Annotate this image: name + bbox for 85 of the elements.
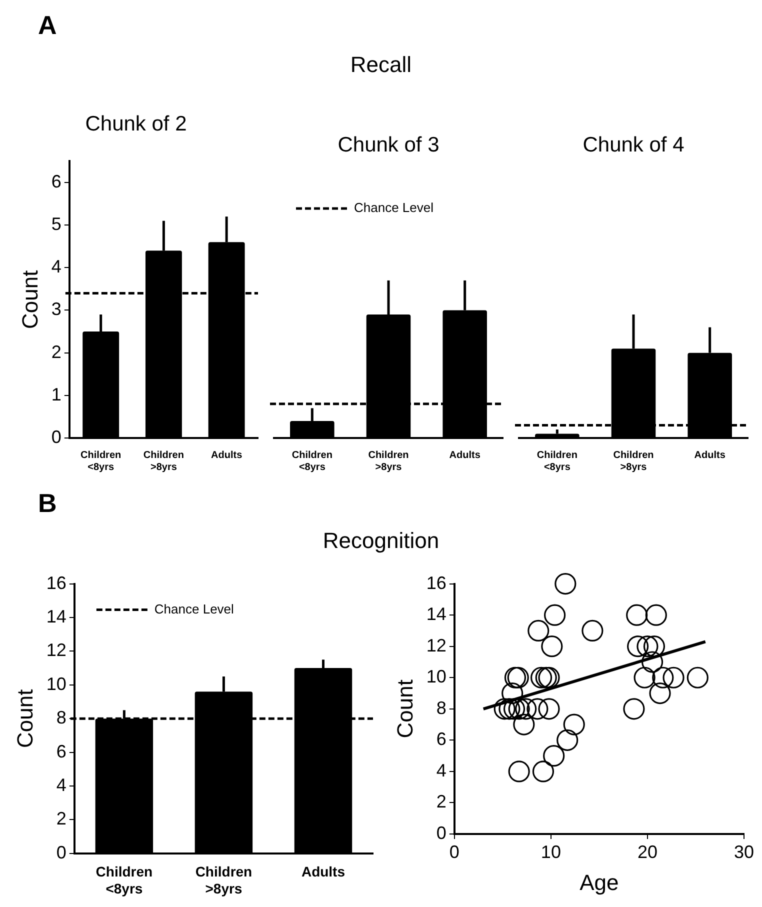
y-axis-title: Count (12, 689, 38, 748)
y-tick-label: 2 (56, 808, 66, 829)
y-tick-label: 2 (51, 342, 62, 362)
point (515, 698, 537, 720)
point (530, 666, 552, 688)
point (623, 698, 645, 720)
y-tick-label: 16 (426, 572, 446, 593)
point (494, 698, 516, 720)
text: Recognition (322, 528, 440, 554)
point (662, 666, 684, 688)
point (544, 604, 566, 626)
y-tick-label: 0 (436, 822, 446, 843)
point (532, 760, 554, 782)
x-tick-label: Adults (694, 450, 726, 461)
point (652, 666, 674, 688)
y-tick-label: 0 (51, 426, 62, 447)
y-tick-label: 3 (51, 299, 62, 320)
y-tick-label: 1 (51, 384, 62, 404)
y-tick-label: 4 (51, 256, 62, 277)
point (554, 573, 576, 595)
x-axis-title: Age (580, 870, 619, 895)
point (582, 620, 604, 642)
y-tick-label: 16 (46, 572, 66, 593)
point (498, 698, 520, 720)
x-tick-label: 30 (734, 842, 754, 862)
x-tick-label: 10 (540, 842, 561, 862)
x-tick-label: Adults (449, 450, 481, 461)
y-tick-label: 4 (56, 774, 66, 795)
x-tick-label: Children >8yrs (195, 864, 252, 896)
y-tick-label: 8 (56, 708, 66, 728)
text: Recall (349, 52, 413, 78)
x-tick-label: Children <8yrs (80, 450, 122, 473)
point (563, 714, 585, 736)
x-tick-label: Children <8yrs (292, 450, 332, 473)
y-tick-label: 14 (426, 604, 446, 624)
x-tick-label: Children >8yrs (613, 450, 654, 473)
point (508, 760, 530, 782)
x-tick-label: 20 (637, 842, 658, 862)
point (538, 698, 560, 720)
y-tick-label: 2 (436, 792, 446, 812)
y-tick-label: 10 (426, 666, 446, 687)
y-tick-label: 6 (436, 729, 446, 750)
y-tick-label: 4 (436, 760, 446, 780)
y-tick-label: 6 (56, 741, 66, 762)
y-tick-label: 5 (51, 214, 62, 234)
y-tick-label: 12 (426, 635, 446, 656)
y-tick-label: 14 (46, 606, 66, 626)
point (513, 714, 535, 736)
x-tick-label: Children >8yrs (143, 450, 184, 473)
x-tick-label: Children >8yrs (368, 450, 409, 473)
y-axis-title: Count (17, 270, 42, 329)
point (634, 666, 656, 688)
chart-title: Chunk of 2 (85, 112, 187, 136)
text: B (38, 488, 57, 519)
point (503, 698, 526, 720)
chart-title: Chunk of 4 (582, 134, 685, 157)
legend-label: Chance Level (354, 200, 434, 216)
point (636, 636, 658, 658)
x-tick-label: Children <8yrs (536, 450, 578, 473)
point (543, 745, 565, 767)
y-tick-label: 10 (46, 674, 66, 694)
x-tick-label: Children <8yrs (96, 864, 153, 896)
point (556, 729, 578, 751)
x-tick-label: Adults (211, 450, 243, 461)
point (541, 636, 563, 658)
legend-label: Chance Level (154, 601, 234, 616)
chart-title: Chunk of 3 (338, 134, 440, 157)
y-tick-label: 8 (436, 698, 446, 718)
point (508, 698, 530, 720)
x-tick-label: 0 (449, 842, 460, 862)
point (627, 636, 649, 658)
point (649, 682, 671, 704)
y-tick-label: 6 (51, 171, 62, 192)
point (641, 651, 664, 673)
point (686, 666, 708, 688)
y-tick-label: 12 (46, 640, 66, 660)
point (626, 604, 648, 626)
point (502, 682, 524, 704)
point (528, 620, 550, 642)
point (643, 636, 666, 658)
text: A (38, 10, 57, 41)
point (526, 698, 548, 720)
x-tick-label: Adults (301, 864, 346, 880)
y-axis-title: Count (392, 680, 418, 738)
point (645, 604, 667, 626)
